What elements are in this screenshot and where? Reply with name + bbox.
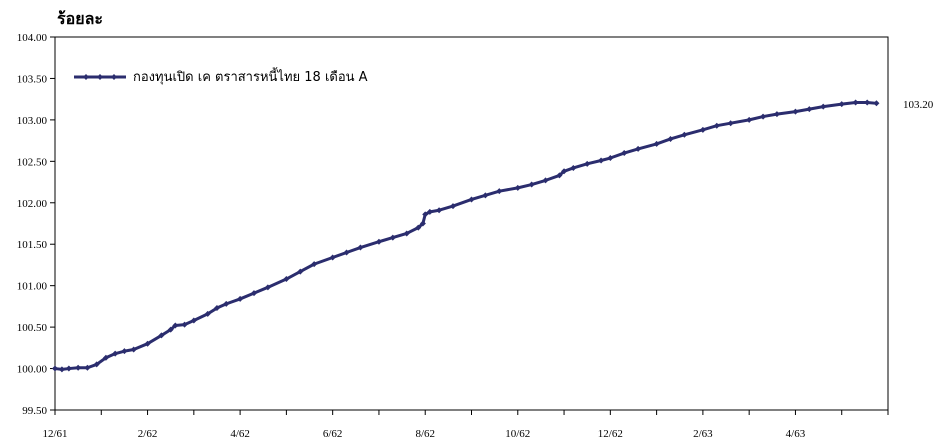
data-point bbox=[167, 326, 174, 333]
legend-marker bbox=[97, 74, 103, 80]
data-point bbox=[58, 366, 65, 373]
x-tick-label: 2/62 bbox=[138, 428, 158, 440]
y-tick-label: 103.00 bbox=[17, 115, 48, 127]
data-point bbox=[621, 150, 628, 157]
series-group bbox=[52, 99, 880, 373]
data-point bbox=[237, 295, 244, 302]
data-point bbox=[297, 268, 304, 275]
y-tick-label: 101.50 bbox=[17, 239, 48, 251]
y-tick-label: 101.00 bbox=[17, 281, 48, 293]
data-point bbox=[343, 249, 350, 256]
legend-marker bbox=[83, 74, 89, 80]
data-point bbox=[699, 126, 706, 133]
data-point bbox=[528, 181, 535, 188]
data-point bbox=[667, 135, 674, 142]
data-point bbox=[93, 361, 100, 368]
y-axis: 99.50 100.00 100.50 101.00 101.50 102.00 102.5… bbox=[17, 32, 55, 417]
data-point bbox=[422, 211, 429, 218]
x-axis: 12/61 2/62 4/62 6/62 8/62 10/62 12/62 2/63 4/63 bbox=[42, 410, 889, 440]
data-point bbox=[746, 116, 753, 123]
y-tick-label: 99.50 bbox=[22, 405, 47, 417]
y-axis-label: ร้อยละ bbox=[57, 9, 103, 28]
data-point bbox=[389, 234, 396, 241]
data-point bbox=[496, 188, 503, 195]
data-point bbox=[375, 238, 382, 245]
data-point bbox=[653, 140, 660, 147]
data-point bbox=[250, 290, 257, 297]
data-point bbox=[727, 120, 734, 127]
y-tick-label: 102.50 bbox=[17, 156, 48, 168]
y-tick-label: 102.00 bbox=[17, 198, 48, 210]
x-tick-label: 4/63 bbox=[786, 428, 806, 440]
data-point bbox=[864, 99, 871, 106]
data-point bbox=[681, 131, 688, 138]
legend-label: กองทุนเปิด เค ตราสารหนี้ไทย 18 เดือน A bbox=[133, 67, 368, 85]
end-value-label: 103.20 bbox=[903, 99, 934, 111]
data-point bbox=[190, 317, 197, 324]
data-point bbox=[223, 300, 230, 307]
x-tick-label: 10/62 bbox=[505, 428, 530, 440]
y-tick-label: 100.00 bbox=[17, 364, 48, 376]
data-point bbox=[204, 310, 211, 317]
data-point bbox=[607, 155, 614, 162]
x-tick-label: 4/62 bbox=[230, 428, 250, 440]
x-tick-label: 2/63 bbox=[693, 428, 713, 440]
x-tick-label: 12/62 bbox=[598, 428, 623, 440]
data-point bbox=[75, 364, 82, 371]
data-point bbox=[792, 108, 799, 115]
y-tick-label: 103.50 bbox=[17, 73, 48, 85]
data-point bbox=[102, 354, 109, 361]
x-tick-label: 12/61 bbox=[42, 428, 67, 440]
data-point bbox=[773, 111, 780, 118]
data-point bbox=[84, 364, 91, 371]
data-point bbox=[158, 332, 165, 339]
data-point bbox=[760, 113, 767, 120]
data-point bbox=[806, 106, 813, 113]
data-point bbox=[449, 203, 456, 210]
data-point bbox=[283, 276, 290, 283]
data-point bbox=[561, 168, 568, 175]
data-point bbox=[264, 284, 271, 291]
data-point bbox=[65, 365, 72, 372]
data-point bbox=[635, 145, 642, 152]
data-point bbox=[556, 172, 563, 179]
data-point bbox=[121, 348, 128, 355]
data-point bbox=[172, 322, 179, 329]
plot-area bbox=[54, 36, 889, 411]
data-point bbox=[584, 160, 591, 167]
data-point bbox=[514, 184, 521, 191]
x-tick-label: 8/62 bbox=[415, 428, 435, 440]
data-point bbox=[311, 261, 318, 268]
data-point bbox=[419, 220, 426, 227]
data-point bbox=[415, 224, 422, 231]
legend: กองทุนเปิด เค ตราสารหนี้ไทย 18 เดือน A bbox=[74, 67, 368, 85]
data-point bbox=[213, 305, 220, 312]
data-point bbox=[181, 321, 188, 328]
data-point bbox=[130, 346, 137, 353]
legend-marker bbox=[111, 74, 117, 80]
data-point bbox=[403, 230, 410, 237]
y-tick-label: 100.50 bbox=[17, 322, 48, 334]
data-point bbox=[436, 207, 443, 214]
data-point bbox=[852, 99, 859, 106]
data-point bbox=[468, 196, 475, 203]
data-point bbox=[426, 208, 433, 215]
data-point bbox=[873, 100, 880, 107]
data-point bbox=[144, 340, 151, 347]
data-point bbox=[713, 122, 720, 129]
data-point bbox=[52, 365, 58, 372]
data-point bbox=[838, 101, 845, 108]
data-point bbox=[357, 244, 364, 251]
data-point bbox=[820, 103, 827, 110]
data-point bbox=[112, 350, 119, 357]
y-tick-label: 104.00 bbox=[17, 32, 48, 44]
data-point bbox=[482, 192, 489, 199]
x-tick-label: 6/62 bbox=[323, 428, 343, 440]
data-point bbox=[598, 157, 605, 164]
data-point bbox=[542, 177, 549, 184]
data-point bbox=[570, 164, 577, 171]
data-point bbox=[329, 254, 336, 261]
